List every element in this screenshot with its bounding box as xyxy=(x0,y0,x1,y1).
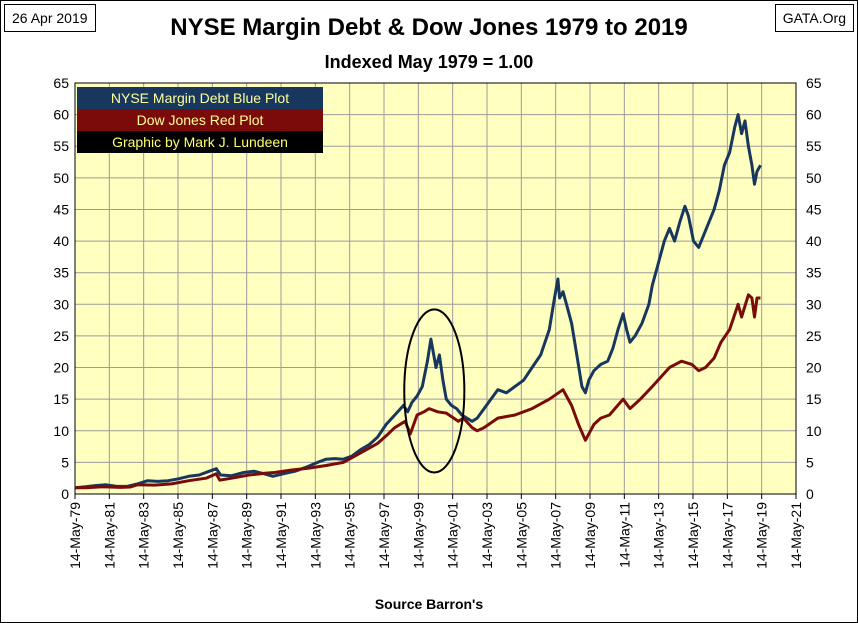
y-tick-label-left: 55 xyxy=(53,138,69,154)
x-axis-label: Source Barron's xyxy=(374,596,484,612)
x-tick-label: 14-May-99 xyxy=(410,502,426,569)
y-tick-label-left: 45 xyxy=(53,201,69,217)
y-tick-label-right: 60 xyxy=(806,107,822,123)
y-tick-label-right: 25 xyxy=(806,328,822,344)
legend-margin-debt: NYSE Margin Debt Blue Plot xyxy=(77,87,323,109)
y-tick-label-left: 60 xyxy=(53,107,69,123)
y-tick-label-left: 65 xyxy=(53,75,69,91)
x-tick-label: 14-May-83 xyxy=(136,502,152,569)
x-tick-label: 14-May-93 xyxy=(307,502,323,569)
x-tick-label: 14-May-09 xyxy=(582,502,598,569)
x-tick-label: 14-May-87 xyxy=(204,502,220,569)
y-tick-label-right: 30 xyxy=(806,296,822,312)
y-tick-label-left: 30 xyxy=(53,296,69,312)
x-tick-label: 14-May-97 xyxy=(376,502,392,569)
legend-dow-jones: Dow Jones Red Plot xyxy=(77,109,323,131)
x-tick-label: 14-May-79 xyxy=(67,502,83,569)
y-tick-label-right: 15 xyxy=(806,391,822,407)
y-tick-label-right: 10 xyxy=(806,423,822,439)
x-tick-label: 14-May-13 xyxy=(651,502,667,569)
y-tick-label-right: 45 xyxy=(806,201,822,217)
y-tick-label-left: 50 xyxy=(53,170,69,186)
legend-credit: Graphic by Mark J. Lundeen xyxy=(77,131,323,153)
y-tick-label-left: 10 xyxy=(53,423,69,439)
source-label: GATA.Org xyxy=(774,4,854,32)
y-tick-label-right: 5 xyxy=(806,454,814,470)
x-tick-label: 14-May-05 xyxy=(513,502,529,569)
x-tick-label: 14-May-89 xyxy=(239,502,255,569)
chart-subtitle: Indexed May 1979 = 1.00 xyxy=(324,52,534,72)
x-tick-label: 14-May-03 xyxy=(479,502,495,569)
y-tick-label-right: 50 xyxy=(806,170,822,186)
x-tick-label: 14-May-17 xyxy=(719,502,735,569)
x-tick-label: 14-May-19 xyxy=(754,502,770,569)
x-tick-label: 14-May-85 xyxy=(170,502,186,569)
y-tick-label-left: 15 xyxy=(53,391,69,407)
y-tick-label-right: 55 xyxy=(806,138,822,154)
x-tick-label: 14-May-81 xyxy=(101,502,117,569)
y-tick-label-left: 20 xyxy=(53,360,69,376)
chart-title: NYSE Margin Debt & Dow Jones 1979 to 201… xyxy=(170,14,688,41)
y-tick-label-left: 40 xyxy=(53,233,69,249)
y-tick-label-left: 0 xyxy=(61,486,69,502)
margin-debt-line xyxy=(74,113,762,490)
y-tick-label-right: 40 xyxy=(806,233,822,249)
y-tick-label-right: 20 xyxy=(806,360,822,376)
x-tick-label: 14-May-15 xyxy=(685,502,701,569)
y-tick-label-right: 0 xyxy=(806,486,814,502)
plot-border xyxy=(74,82,797,495)
x-tick-label: 14-May-07 xyxy=(548,502,564,569)
x-tick-label: 14-May-11 xyxy=(616,502,632,568)
y-tick-label-left: 35 xyxy=(53,265,69,281)
date-label: 26 Apr 2019 xyxy=(4,4,96,32)
x-tick-label: 14-May-21 xyxy=(788,502,804,569)
y-tick-label-right: 65 xyxy=(806,75,822,91)
x-tick-label: 14-May-91 xyxy=(273,502,289,569)
dow-jones-line xyxy=(75,293,761,490)
y-tick-label-left: 25 xyxy=(53,328,69,344)
y-tick-label-right: 35 xyxy=(806,265,822,281)
x-tick-label: 14-May-01 xyxy=(445,502,461,569)
y-tick-label-left: 5 xyxy=(61,454,69,470)
annotation-ellipse xyxy=(403,308,466,474)
x-tick-label: 14-May-95 xyxy=(342,502,358,569)
